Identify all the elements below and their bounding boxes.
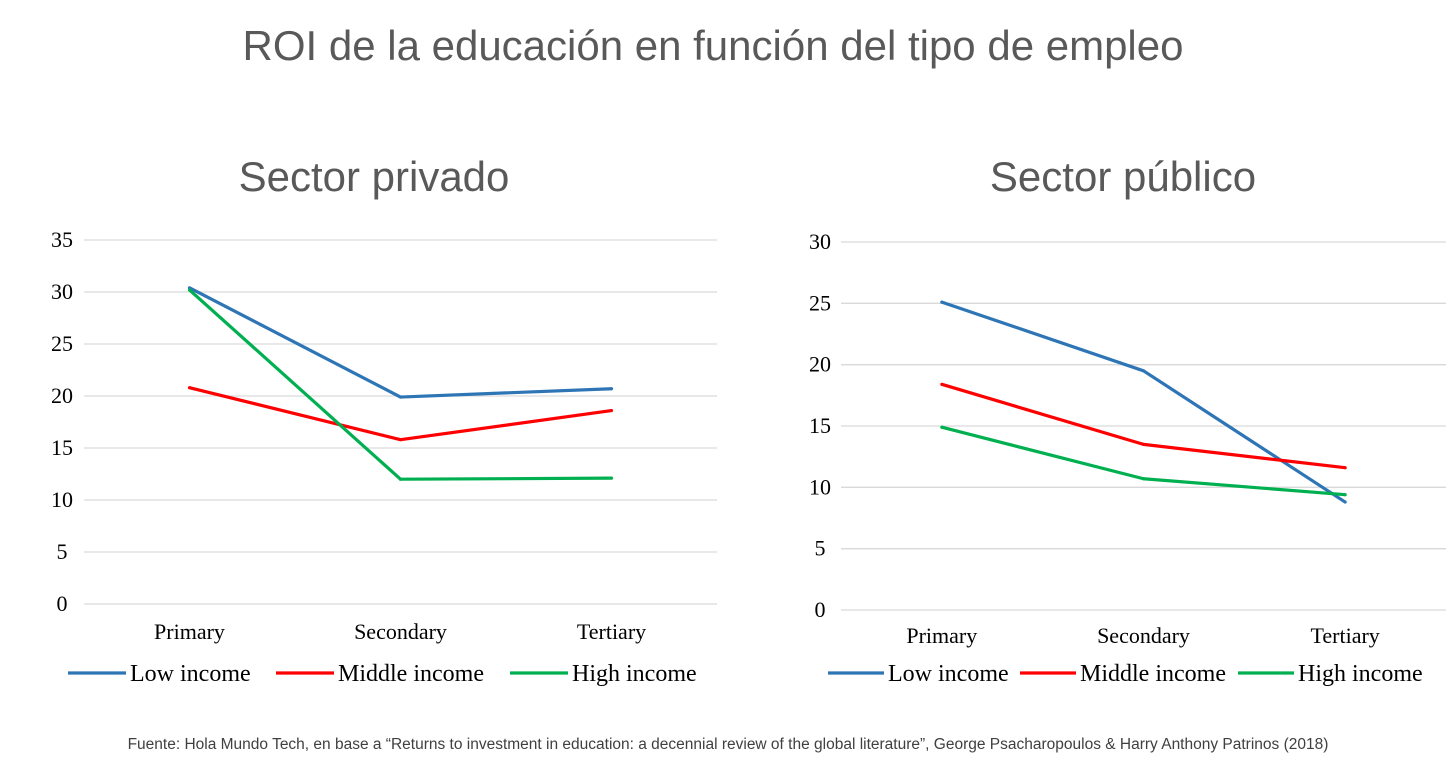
data-point <box>1343 466 1347 470</box>
data-point <box>187 288 192 292</box>
y-tick-label: 35 <box>51 227 73 252</box>
chart-panel-public: Sector público 0 5 10 15 20 25 30 Primary Second… <box>728 145 1456 705</box>
y-tick-label: 15 <box>809 413 831 438</box>
y-tick-label: 25 <box>51 331 73 356</box>
data-point <box>398 438 403 442</box>
legend-label: High income <box>1298 661 1423 687</box>
y-tick-label: 30 <box>809 229 831 254</box>
data-point <box>1141 477 1146 481</box>
series-line-low-income <box>188 286 612 399</box>
data-point <box>398 477 403 481</box>
y-tick-label: 0 <box>815 597 826 622</box>
data-point <box>398 395 403 399</box>
x-tick-label: Secondary <box>354 619 447 644</box>
series-line-high-income <box>188 288 612 481</box>
data-point <box>1343 493 1347 497</box>
legend-label: Low income <box>888 661 1009 687</box>
y-tick-label: 15 <box>51 435 73 460</box>
data-point <box>1141 369 1146 373</box>
x-tick-label: Tertiary <box>577 619 646 644</box>
y-tick-label: 5 <box>815 536 826 561</box>
legend-label: High income <box>572 661 697 687</box>
y-tick-label: 25 <box>809 290 831 315</box>
data-point <box>1141 442 1146 446</box>
chart-title-private: Sector privado <box>238 153 510 200</box>
data-point <box>609 476 614 480</box>
data-point <box>940 300 944 304</box>
x-tick-label: Primary <box>906 623 977 648</box>
y-tick-label: 10 <box>809 474 831 499</box>
y-tick-label: 30 <box>51 279 73 304</box>
chart-panel-private: Sector privado 0 5 10 15 20 25 30 35 Primary Seco… <box>0 145 728 705</box>
legend-label: Low income <box>130 661 251 687</box>
data-point <box>187 386 192 390</box>
chart-public: 0 5 10 15 20 25 30 Primary Secondary Tertiary Low … <box>809 229 1446 687</box>
chart-title-public: Sector público <box>989 153 1257 200</box>
y-tick-label: 0 <box>57 591 68 616</box>
y-tick-label: 20 <box>51 383 73 408</box>
legend-label: Middle income <box>1080 661 1226 687</box>
chart-private: 0 5 10 15 20 25 30 35 Primary Secondary Tertiary Lo… <box>51 227 717 687</box>
data-point <box>940 382 944 386</box>
data-point <box>609 408 614 413</box>
data-point <box>940 425 944 429</box>
page-title: ROI de la educación en función del tipo … <box>242 22 1184 69</box>
source-footnote: Fuente: Hola Mundo Tech, en base a “Retu… <box>127 736 1329 753</box>
data-point <box>609 387 614 391</box>
y-tick-label: 10 <box>51 487 73 512</box>
data-point <box>1343 500 1347 504</box>
y-tick-label: 20 <box>809 352 831 377</box>
x-tick-label: Tertiary <box>1311 623 1380 648</box>
y-tick-label: 5 <box>57 539 68 564</box>
x-tick-label: Primary <box>154 619 225 644</box>
legend-label: Middle income <box>338 661 484 687</box>
x-tick-label: Secondary <box>1097 623 1190 648</box>
